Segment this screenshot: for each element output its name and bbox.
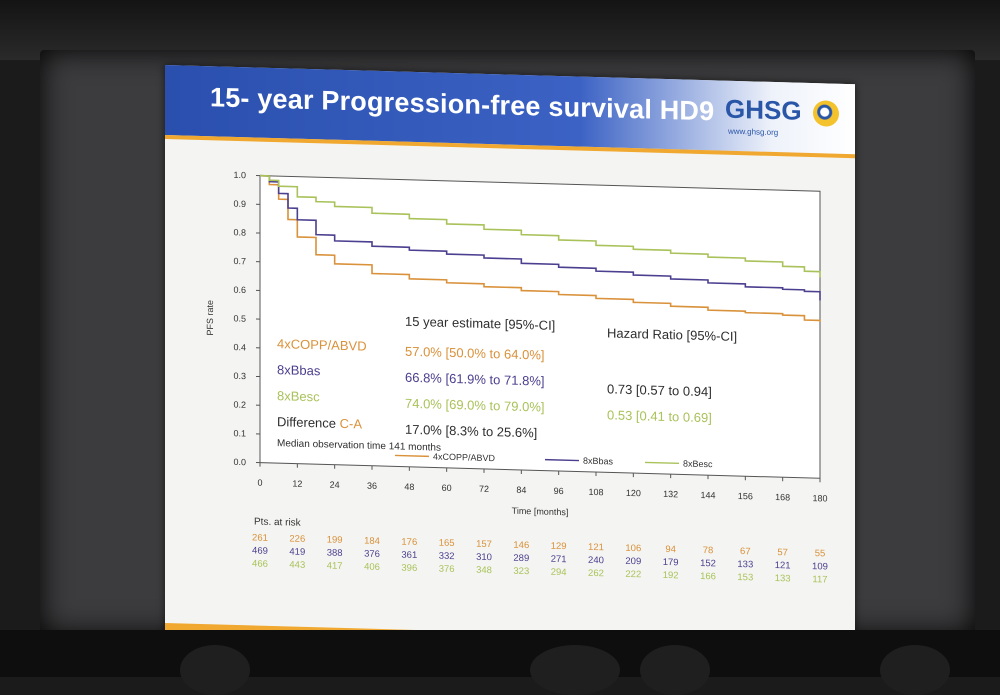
difference-label-suffix: C-A [340, 416, 362, 432]
risk-table-cell: 55 [815, 548, 826, 559]
risk-table-cell: 106 [625, 543, 641, 554]
risk-table-cell: 240 [588, 555, 604, 566]
x-tick-label: 120 [626, 488, 641, 498]
risk-table-cell: 289 [513, 553, 529, 564]
risk-table-cell: 310 [476, 552, 492, 563]
risk-table-cell: 361 [401, 550, 417, 561]
row-hr-bbas: 0.73 [0.57 to 0.94] [607, 381, 712, 399]
legend-swatch [645, 462, 679, 463]
risk-table-cell: 78 [703, 545, 714, 556]
risk-table-cell: 133 [737, 559, 753, 570]
x-tick-label: 0 [257, 478, 262, 488]
risk-table-cell: 261 [252, 532, 268, 543]
risk-table-cell: 419 [289, 546, 305, 557]
y-axis-label: PFS rate [205, 300, 215, 336]
risk-table-title: Pts. at risk [254, 516, 302, 528]
x-tick-label: 12 [292, 479, 302, 489]
risk-table-cell: 406 [364, 562, 380, 573]
row-label-copp: 4xCOPP/ABVD [277, 336, 367, 354]
risk-table-cell: 262 [588, 568, 604, 579]
risk-table-cell: 179 [663, 557, 679, 568]
x-tick-label: 60 [442, 483, 452, 493]
risk-table-cell: 388 [327, 548, 343, 559]
x-tick-label: 108 [588, 487, 603, 497]
x-tick-label: 84 [516, 485, 526, 495]
row-label-besc: 8xBesc [277, 388, 320, 404]
risk-table-cell: 332 [439, 551, 455, 562]
y-tick-label: 0.5 [233, 313, 246, 323]
audience-head [640, 645, 710, 695]
risk-table-cell: 323 [513, 566, 529, 577]
risk-table-cell: 376 [439, 564, 455, 575]
risk-table-cell: 376 [364, 549, 380, 560]
risk-table-cell: 121 [775, 560, 791, 571]
x-tick-label: 132 [663, 489, 678, 499]
risk-table-cell: 466 [252, 558, 268, 569]
legend-entry: 4xCOPP/ABVD [433, 451, 496, 463]
risk-table-cell: 443 [289, 559, 305, 570]
risk-table-cell: 117 [812, 574, 827, 585]
risk-table-cell: 226 [289, 533, 305, 544]
x-tick-label: 144 [700, 490, 715, 500]
risk-table-cell: 129 [551, 541, 567, 552]
risk-table-cell: 121 [588, 542, 604, 553]
legend-entry: 8xBesc [683, 458, 713, 469]
risk-table-cell: 166 [700, 571, 716, 582]
risk-table-cell: 133 [775, 573, 791, 584]
risk-table-cell: 67 [740, 546, 751, 557]
x-tick-label: 96 [554, 486, 564, 496]
risk-table-cell: 348 [476, 565, 492, 576]
x-tick-label: 168 [775, 492, 790, 502]
audience-head [180, 645, 250, 695]
audience-head [880, 645, 950, 695]
risk-table-cell: 57 [777, 547, 788, 558]
risk-table-cell: 165 [439, 538, 455, 549]
risk-table-cell: 294 [551, 567, 567, 578]
y-tick-label: 0.1 [233, 428, 246, 438]
risk-table-cell: 192 [663, 570, 679, 581]
y-tick-label: 0.3 [233, 371, 246, 381]
difference-label-prefix: Difference [277, 414, 340, 431]
risk-table-cell: 222 [625, 569, 641, 580]
y-tick-label: 0.0 [233, 457, 246, 467]
audience-head [530, 645, 620, 695]
legend-entry: 8xBbas [583, 456, 614, 467]
risk-table-cell: 176 [401, 537, 417, 548]
y-tick-label: 0.6 [233, 285, 246, 295]
x-tick-label: 36 [367, 481, 377, 491]
y-tick-label: 0.7 [233, 256, 246, 266]
risk-table-cell: 199 [327, 535, 343, 546]
y-tick-label: 0.4 [233, 342, 246, 352]
risk-table-cell: 271 [551, 554, 567, 565]
row-hr-besc: 0.53 [0.41 to 0.69] [607, 407, 712, 425]
y-tick-label: 0.2 [233, 400, 246, 410]
x-axis-label: Time [months] [512, 506, 569, 518]
risk-table-cell: 396 [401, 563, 417, 574]
y-tick-label: 1.0 [233, 170, 246, 180]
legend-swatch [395, 455, 429, 456]
risk-table-cell: 94 [665, 544, 676, 555]
x-tick-label: 180 [812, 493, 827, 503]
x-tick-label: 24 [330, 480, 340, 490]
risk-table-cell: 153 [737, 572, 753, 583]
risk-table-cell: 146 [513, 540, 529, 551]
risk-table-cell: 184 [364, 536, 380, 547]
difference-label: Difference C-A [277, 414, 362, 431]
y-tick-label: 0.8 [233, 227, 246, 237]
legend-swatch [545, 460, 579, 461]
x-tick-label: 156 [738, 491, 753, 501]
row-label-bbas: 8xBbas [277, 362, 320, 378]
risk-table-cell: 469 [252, 545, 268, 556]
x-tick-label: 48 [404, 482, 414, 492]
risk-table-cell: 152 [700, 558, 716, 569]
y-tick-label: 0.9 [233, 199, 246, 209]
audience-silhouettes [0, 630, 1000, 677]
risk-table-cell: 109 [812, 561, 828, 572]
risk-table-cell: 157 [476, 539, 492, 550]
risk-table-cell: 417 [327, 561, 343, 572]
risk-table-cell: 209 [625, 556, 641, 567]
presentation-slide: 15- year Progression-free survival HD9 G… [165, 65, 855, 654]
x-tick-label: 72 [479, 484, 489, 494]
